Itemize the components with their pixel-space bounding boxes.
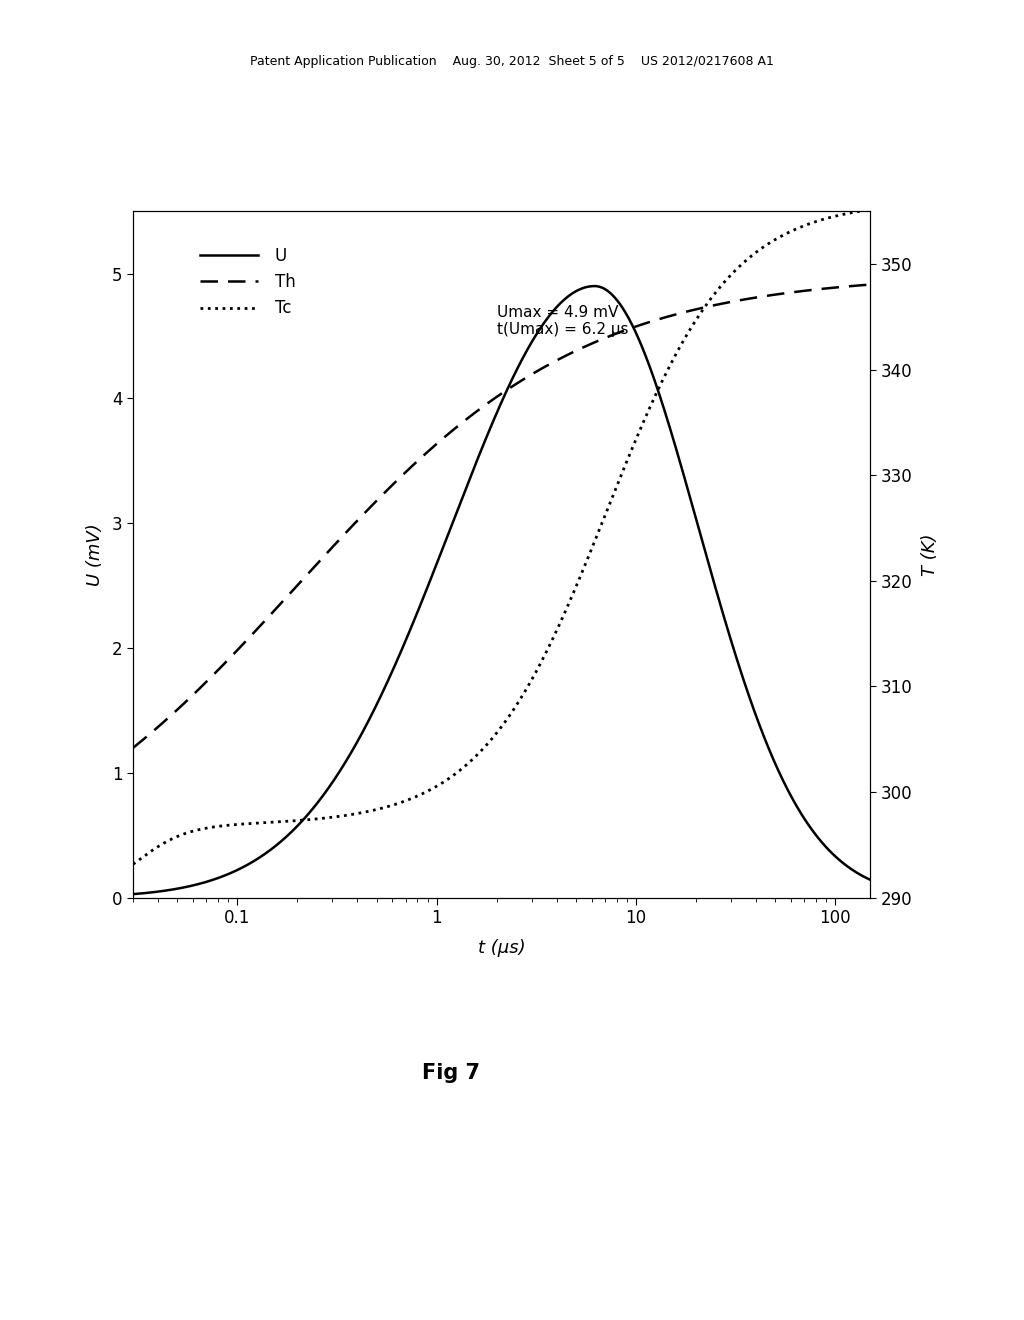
Tc bbox=[255, 814, 267, 830]
Text: Umax = 4.9 mV
t(Umax) = 6.2 μs: Umax = 4.9 mV t(Umax) = 6.2 μs bbox=[497, 305, 628, 337]
U bbox=[771, 759, 783, 775]
Th bbox=[864, 277, 877, 293]
Th bbox=[850, 277, 862, 293]
Th bbox=[127, 739, 139, 755]
Th bbox=[255, 618, 267, 634]
X-axis label: t (μs): t (μs) bbox=[478, 939, 525, 957]
Line: Th: Th bbox=[133, 285, 870, 747]
Line: U: U bbox=[133, 286, 870, 894]
U bbox=[255, 849, 267, 865]
Text: Patent Application Publication    Aug. 30, 2012  Sheet 5 of 5    US 2012/0217608: Patent Application Publication Aug. 30, … bbox=[250, 55, 774, 69]
U bbox=[589, 279, 601, 294]
Th bbox=[410, 454, 422, 470]
Y-axis label: T (K): T (K) bbox=[921, 533, 939, 576]
Y-axis label: U (mV): U (mV) bbox=[86, 523, 103, 586]
Th bbox=[211, 663, 223, 678]
U bbox=[127, 886, 139, 902]
Tc bbox=[127, 857, 139, 873]
Th bbox=[770, 286, 782, 302]
Th bbox=[441, 426, 454, 442]
Text: Fig 7: Fig 7 bbox=[422, 1063, 479, 1082]
Legend: U, Th, Tc: U, Th, Tc bbox=[194, 240, 302, 325]
U bbox=[441, 527, 454, 543]
Tc bbox=[441, 771, 454, 787]
Tc bbox=[864, 202, 877, 218]
U bbox=[850, 865, 862, 880]
Tc bbox=[770, 231, 782, 247]
U bbox=[211, 870, 223, 886]
U bbox=[410, 609, 422, 624]
U bbox=[864, 873, 877, 888]
Line: Tc: Tc bbox=[133, 210, 870, 865]
Tc bbox=[410, 789, 422, 805]
Tc bbox=[850, 205, 862, 220]
Tc bbox=[211, 818, 223, 834]
